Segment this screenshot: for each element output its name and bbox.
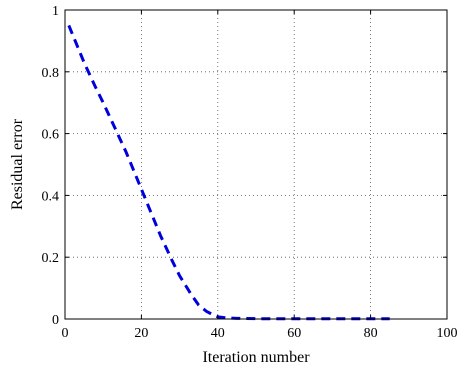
plot-frame	[64, 9, 448, 320]
y-tick-label: 1	[52, 4, 59, 19]
grid-lines	[65, 10, 447, 319]
y-axis-label: Residual error	[9, 118, 26, 210]
y-axis-ticks: 0 0.2 0.4 0.6 0.8 1	[42, 4, 447, 328]
y-tick-label: 0	[52, 313, 59, 328]
x-tick-label: 60	[287, 326, 301, 341]
y-tick-label: 0.2	[42, 251, 60, 266]
y-tick-label: 0.6	[42, 128, 60, 143]
x-tick-label: 20	[134, 326, 148, 341]
x-axis-ticks: 0 20 40 60 80 100	[62, 10, 458, 341]
series-group	[67, 24, 390, 321]
x-tick-label: 40	[211, 326, 225, 341]
x-tick-label: 0	[62, 326, 69, 341]
y-tick-label: 0.8	[42, 66, 60, 81]
series-line	[67, 24, 390, 321]
x-axis-label: Iteration number	[202, 349, 310, 366]
x-tick-label: 80	[364, 326, 378, 341]
x-tick-label: 100	[437, 326, 458, 341]
y-tick-label: 0.4	[42, 189, 60, 204]
